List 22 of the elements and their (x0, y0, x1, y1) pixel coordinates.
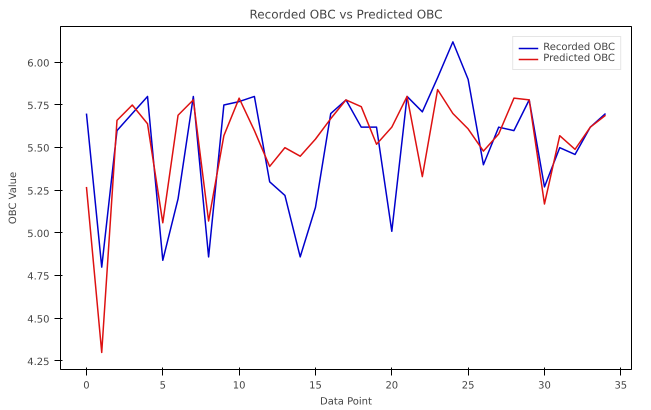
y-axis-title: OBC Value (8, 172, 20, 224)
x-tick-label: 15 (309, 380, 322, 392)
x-tick-label: 25 (462, 380, 475, 392)
y-tick-label: 4.50 (27, 314, 50, 326)
y-tick-label: 4.75 (27, 272, 50, 283)
x-tick-label: 10 (232, 380, 246, 392)
y-tick-label: 5.50 (27, 144, 50, 155)
x-tick-label: 35 (614, 380, 628, 392)
line-series (86, 88, 606, 354)
x-tick-label: 0 (83, 380, 90, 392)
y-tick-label: 5.75 (27, 101, 50, 112)
x-tick-label: 30 (538, 380, 551, 392)
legend-label: Recorded OBC (543, 42, 615, 53)
y-tick-label: 4.25 (27, 356, 50, 368)
legend-label: Predicted OBC (543, 53, 615, 64)
chart-title: Recorded OBC vs Predicted OBC (249, 8, 443, 22)
y-tick-label: 5.00 (27, 228, 50, 240)
x-tick-label: 20 (385, 380, 398, 392)
x-tick-label: 5 (160, 380, 166, 392)
y-tick-label: 6.00 (27, 58, 50, 70)
y-tick-label: 5.25 (27, 186, 50, 198)
x-axis-title: Data Point (320, 396, 372, 408)
